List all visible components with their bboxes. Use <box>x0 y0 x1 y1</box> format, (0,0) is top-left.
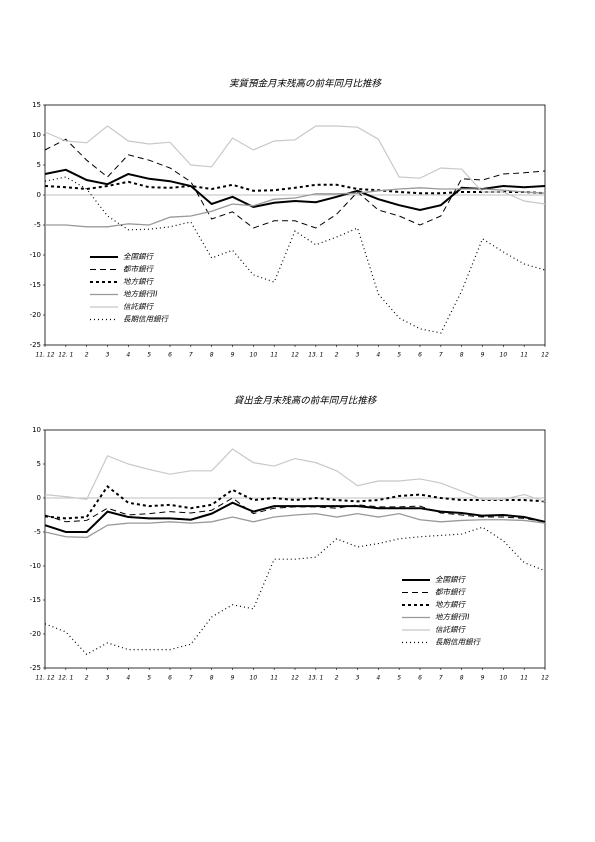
legend-label: 全国銀行 <box>435 575 466 584</box>
x-tick-label: 5 <box>397 352 401 359</box>
x-tick-label: 13. 1 <box>308 675 323 682</box>
legend-label: 地方銀行 <box>435 600 466 609</box>
x-tick-label: 12 <box>541 352 549 359</box>
x-tick-label: 3 <box>356 675 360 682</box>
legend-label: 全国銀行 <box>123 252 154 261</box>
x-tick-label: 2 <box>85 352 89 359</box>
x-tick-label: 10 <box>250 675 258 682</box>
x-tick-label: 11 <box>270 352 278 359</box>
x-tick-label: 10 <box>500 352 508 359</box>
x-tick-label: 8 <box>460 352 464 359</box>
y-tick-label: -5 <box>34 221 41 229</box>
x-tick-label: 4 <box>126 675 130 682</box>
series-line <box>44 168 546 212</box>
y-tick-label: -15 <box>30 281 41 289</box>
legend-label: 都市銀行 <box>435 588 466 597</box>
x-tick-label: 6 <box>168 352 172 359</box>
y-tick-label: 5 <box>37 161 41 169</box>
y-tick-label: -10 <box>30 562 41 570</box>
x-tick-label: 11 <box>520 675 528 682</box>
x-tick-label: 6 <box>418 675 422 682</box>
y-tick-label: -15 <box>30 596 41 604</box>
x-tick-label: 7 <box>439 352 443 359</box>
x-tick-label: 12 <box>291 675 299 682</box>
legend-label: 都市銀行 <box>123 265 154 274</box>
series-line <box>44 497 546 523</box>
x-tick-label: 4 <box>376 352 380 359</box>
x-tick-label: 12 <box>291 352 299 359</box>
x-tick-label: 8 <box>210 352 214 359</box>
series-line <box>44 180 546 195</box>
y-tick-label: 0 <box>37 191 41 199</box>
x-tick-label: 5 <box>147 352 151 359</box>
series-line <box>44 501 546 533</box>
legend-label: 信託銀行 <box>435 625 466 634</box>
legend-label: 地方銀行II <box>435 613 470 622</box>
legend-label: 地方銀行II <box>123 290 158 299</box>
x-tick-label: 11. 12 <box>35 675 54 682</box>
legend-label: 地方銀行 <box>123 277 154 286</box>
x-tick-label: 9 <box>231 675 235 682</box>
legend-label: 長期信用銀行 <box>123 315 169 324</box>
y-tick-label: 10 <box>32 426 41 434</box>
x-tick-label: 10 <box>250 352 258 359</box>
y-tick-label: -20 <box>30 311 41 319</box>
y-tick-label: -5 <box>34 528 41 536</box>
x-tick-label: 3 <box>356 352 360 359</box>
x-tick-label: 11 <box>270 675 278 682</box>
x-tick-label: 3 <box>106 352 110 359</box>
legend-label: 長期信用銀行 <box>435 638 481 647</box>
y-tick-label: -10 <box>30 251 41 259</box>
x-tick-label: 7 <box>189 675 193 682</box>
plot-frame <box>44 429 546 669</box>
x-tick-label: 12. 1 <box>58 352 73 359</box>
x-tick-label: 3 <box>106 675 110 682</box>
y-tick-label: 10 <box>32 131 41 139</box>
x-tick-label: 8 <box>210 675 214 682</box>
series-line <box>44 138 546 229</box>
x-tick-label: 6 <box>168 675 172 682</box>
x-tick-label: 9 <box>481 352 485 359</box>
y-tick-label: 5 <box>37 460 41 468</box>
x-tick-label: 11. 12 <box>35 352 54 359</box>
x-tick-label: 2 <box>335 675 339 682</box>
series-line <box>44 448 546 502</box>
series-line <box>45 187 546 228</box>
chart-title: 実質預金月末残高の前年同月比推移 <box>229 78 383 90</box>
x-tick-label: 7 <box>439 675 443 682</box>
x-tick-label: 4 <box>376 675 380 682</box>
y-tick-label: -25 <box>30 341 41 349</box>
legend-label: 信託銀行 <box>123 302 154 311</box>
chart-title: 貸出金月末残高の前年同月比推移 <box>234 395 378 407</box>
y-tick-label: -25 <box>30 664 41 672</box>
x-tick-label: 2 <box>85 675 89 682</box>
x-tick-label: 11 <box>520 352 528 359</box>
series-line <box>44 176 546 334</box>
x-tick-label: 10 <box>500 675 508 682</box>
y-tick-label: 15 <box>32 101 41 109</box>
series-line <box>44 526 546 656</box>
x-tick-label: 9 <box>481 675 485 682</box>
x-tick-label: 12 <box>541 675 549 682</box>
x-tick-label: 8 <box>460 675 464 682</box>
x-tick-label: 7 <box>189 352 193 359</box>
y-tick-label: -20 <box>30 630 41 638</box>
x-tick-label: 5 <box>397 675 401 682</box>
x-tick-label: 4 <box>126 352 130 359</box>
x-tick-label: 12. 1 <box>58 675 73 682</box>
x-tick-label: 13. 1 <box>308 352 323 359</box>
x-tick-label: 5 <box>147 675 151 682</box>
x-tick-label: 6 <box>418 352 422 359</box>
series-line <box>44 125 546 205</box>
x-tick-label: 2 <box>335 352 339 359</box>
y-tick-label: 0 <box>37 494 41 502</box>
x-tick-label: 9 <box>231 352 235 359</box>
series-line <box>44 512 546 539</box>
